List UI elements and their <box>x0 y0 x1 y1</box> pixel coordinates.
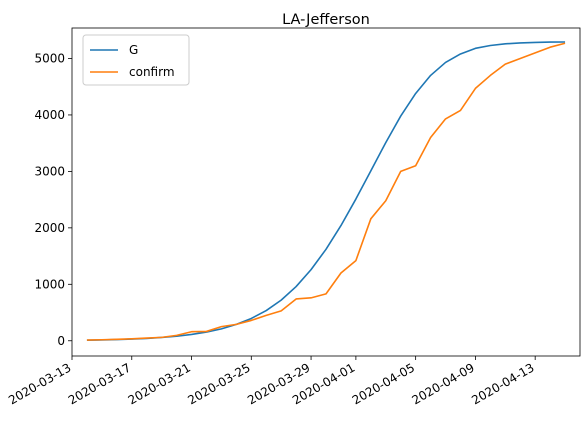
y-tick-label: 1000 <box>34 277 65 291</box>
chart-title: LA-Jefferson <box>282 12 370 28</box>
legend-label-g: G <box>129 43 138 57</box>
y-axis: 0 1000 2000 3000 4000 5000 <box>34 51 72 348</box>
series-line-confirm <box>86 42 566 341</box>
y-tick-label: 4000 <box>34 108 65 122</box>
legend-label-confirm: confirm <box>129 65 175 79</box>
y-tick-label: 5000 <box>34 51 65 65</box>
plot-area <box>86 41 566 341</box>
y-tick-label: 3000 <box>34 164 65 178</box>
axes-frame <box>71 27 581 357</box>
y-tick-label: 2000 <box>34 221 65 235</box>
legend: G confirm <box>82 34 190 86</box>
y-tick-label: 0 <box>57 334 65 348</box>
